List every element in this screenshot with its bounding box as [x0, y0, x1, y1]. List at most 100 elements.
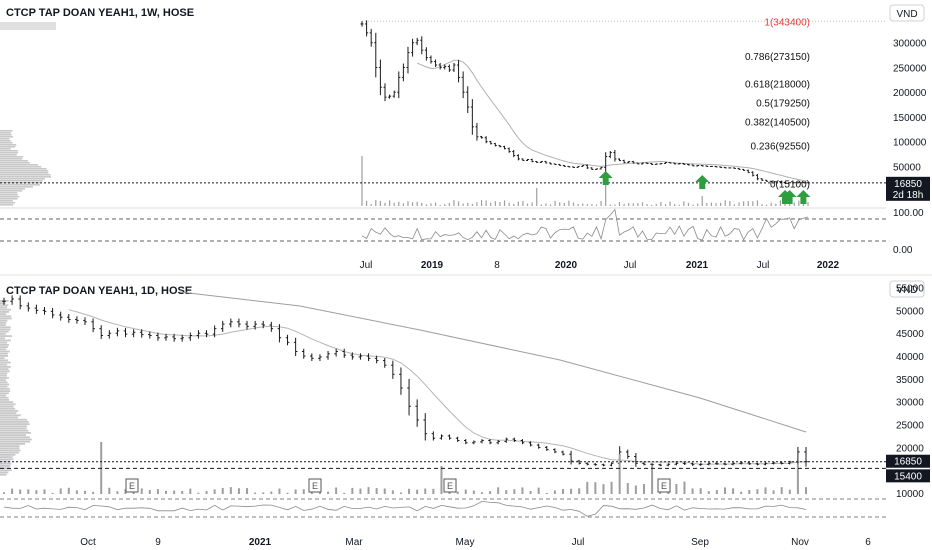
price-bar: [581, 164, 585, 167]
volume-bar: [570, 488, 573, 494]
time-tick-label: 2021: [249, 537, 272, 548]
volume-bar: [156, 489, 159, 494]
volume-bar: [602, 484, 605, 494]
volume-profile-row: [0, 324, 6, 326]
price-bar: [585, 164, 589, 169]
volume-profile-row: [0, 434, 26, 436]
earnings-marker[interactable]: E: [308, 478, 322, 493]
price-bar: [18, 295, 23, 310]
price-bar: [608, 150, 612, 159]
volume-bar: [399, 492, 402, 494]
currency-button-daily-box[interactable]: [889, 280, 925, 298]
price-bar: [755, 173, 759, 181]
price-bar: [544, 446, 549, 451]
volume-bar: [775, 203, 777, 206]
volume-profile-row: [0, 467, 10, 469]
volume-bar: [59, 488, 62, 494]
volume-bar: [464, 489, 467, 494]
price-bar: [594, 168, 598, 170]
price-bar: [650, 162, 654, 165]
volume-bar: [278, 488, 281, 494]
currency-button-daily[interactable]: VND: [896, 285, 917, 296]
price-bar: [715, 462, 719, 465]
earnings-marker[interactable]: E: [125, 478, 139, 493]
volume-bar: [553, 490, 556, 494]
price-bar: [123, 327, 128, 338]
volume-bar: [408, 488, 411, 494]
volume-bar: [75, 490, 78, 494]
currency-button-weekly[interactable]: VND: [896, 9, 917, 20]
volume-bar: [27, 489, 30, 494]
price-bar: [10, 295, 14, 305]
volume-bar: [780, 487, 783, 494]
volume-profile-weekly: [0, 130, 52, 206]
price-bar: [382, 358, 387, 368]
oscillator-tick-100: 100.00: [893, 208, 924, 219]
volume-bar: [462, 203, 464, 206]
volume-bar: [508, 202, 510, 206]
currency-button-weekly-box[interactable]: [889, 4, 925, 22]
fib-level-label: 0.5(179250): [756, 98, 810, 109]
price-bar: [746, 169, 750, 174]
price-bar: [677, 162, 681, 165]
volume-bar: [614, 204, 616, 206]
volume-bar: [802, 203, 805, 206]
time-tick-label: Jul: [572, 537, 585, 548]
price-bar: [650, 463, 654, 466]
volume-bar: [691, 488, 694, 494]
price-bar: [507, 147, 511, 153]
price-bar: [463, 439, 468, 445]
price-bar: [760, 178, 764, 181]
price-bar: [42, 306, 47, 315]
price-bar: [609, 462, 614, 467]
volume-profile-row: [0, 328, 11, 331]
volume-bar: [165, 490, 168, 494]
volume-bar: [375, 200, 377, 206]
price-bar: [148, 331, 152, 339]
price-bar: [714, 165, 718, 168]
volume-profile-row: [0, 405, 14, 408]
volume-profile-row: [0, 423, 30, 425]
volume-bar: [213, 489, 216, 494]
price-bar: [755, 462, 760, 466]
volume-bar: [497, 487, 500, 494]
price-bar: [737, 167, 741, 170]
price-bar: [673, 162, 677, 165]
volume-profile-row: [0, 399, 10, 401]
volume-profile-row: [0, 454, 16, 456]
price-bar: [512, 149, 516, 158]
volume-profile-row: [0, 473, 7, 476]
buy-arrow: [695, 175, 710, 189]
volume-bar: [793, 202, 795, 206]
volume-bar: [669, 201, 671, 206]
volume-bar: [383, 488, 386, 494]
price-bar: [567, 165, 571, 168]
price-bar: [472, 440, 476, 445]
price-bar: [164, 333, 168, 341]
volume-profile-row: [0, 148, 11, 150]
earnings-marker[interactable]: E: [657, 478, 671, 493]
volume-profile-row: [0, 407, 16, 410]
volume-profile-row: [0, 164, 39, 166]
price-tick-label: 50000: [893, 162, 921, 173]
price-bar: [131, 329, 136, 338]
earnings-marker[interactable]: E: [443, 478, 457, 493]
price-bar: [50, 307, 55, 319]
price-bar: [369, 28, 373, 47]
volume-bar: [457, 201, 460, 206]
volume-profile-row: [0, 150, 19, 152]
volume-bar: [540, 204, 542, 206]
price-bar: [682, 162, 686, 165]
price-bar: [520, 439, 525, 445]
volume-bar: [697, 203, 699, 206]
time-tick-label: 2022: [817, 260, 840, 271]
price-bar: [732, 167, 736, 169]
price-bar: [601, 463, 606, 467]
time-axis-daily: Oct 9 2021 Mar May Jul Sep Nov 6: [80, 537, 871, 548]
price-bar: [503, 145, 507, 150]
volume-bar: [664, 204, 667, 206]
price-tick-label: 40000: [896, 352, 924, 363]
price-bar: [261, 320, 266, 329]
volume-bar: [148, 489, 151, 494]
